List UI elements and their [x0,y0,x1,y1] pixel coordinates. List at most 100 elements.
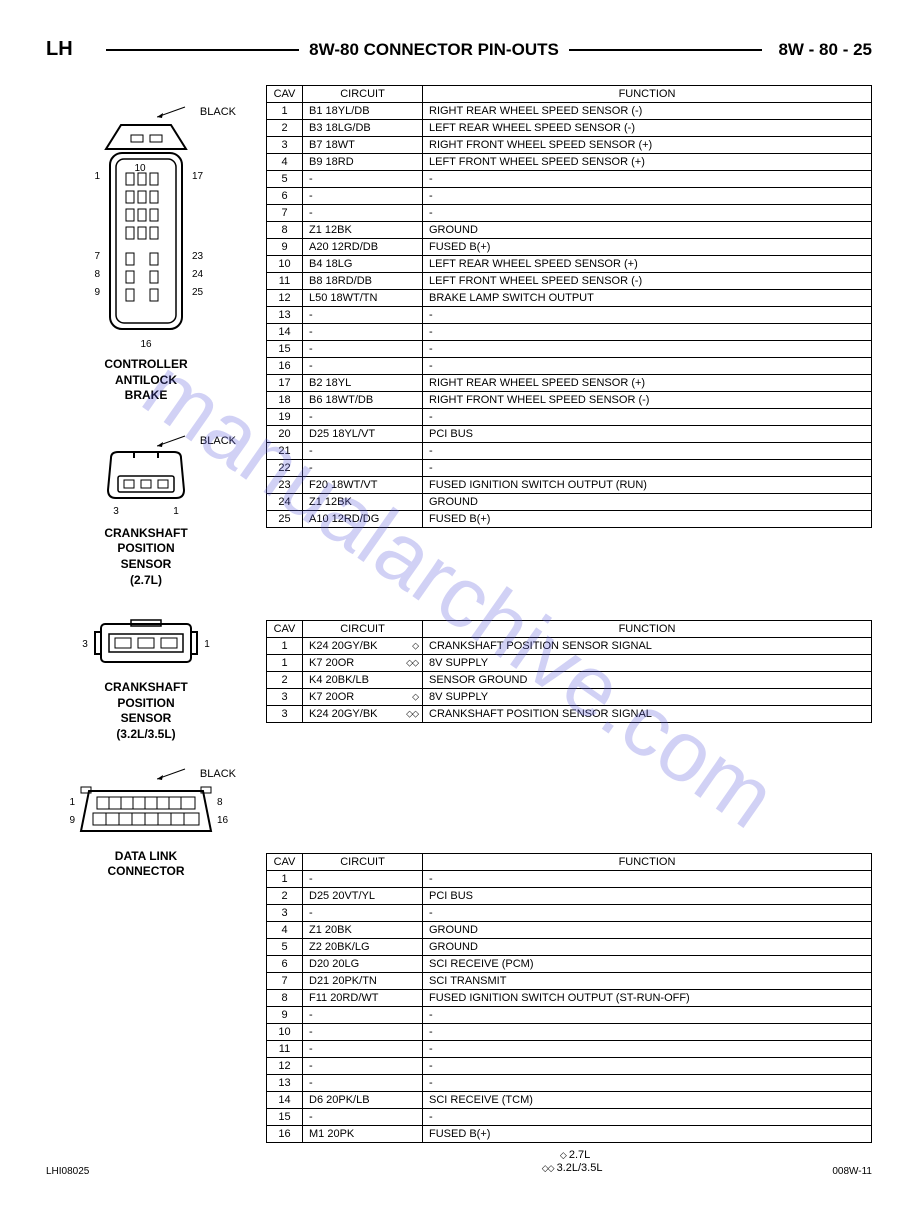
cell-cav: 11 [267,273,303,290]
cell-cav: 25 [267,511,303,528]
cell-circuit: Z1 20BK [303,922,423,939]
table-header-row: CAV CIRCUIT FUNCTION [267,621,872,638]
title-line: (2.7L) [46,573,246,589]
cell-cav: 9 [267,239,303,256]
table-row: 3-- [267,905,872,922]
table-row: 3B7 18WTRIGHT FRONT WHEEL SPEED SENSOR (… [267,137,872,154]
svg-text:25: 25 [192,287,204,298]
header-right: 8W - 80 - 25 [762,40,872,60]
header-rule-right [569,49,762,51]
svg-text:1: 1 [94,171,100,182]
cell-function: FUSED B(+) [423,1126,872,1143]
table-row: 4B9 18RDLEFT FRONT WHEEL SPEED SENSOR (+… [267,154,872,171]
cell-circuit: F20 18WT/VT [303,477,423,494]
footer-left: LHI08025 [46,1166,89,1177]
title-line: SENSOR [46,711,246,727]
table-row: 22-- [267,460,872,477]
cell-function: - [423,1024,872,1041]
cell-circuit: B8 18RD/DB [303,273,423,290]
svg-text:10: 10 [134,163,146,174]
cell-function: SCI RECEIVE (PCM) [423,956,872,973]
cell-function: PCI BUS [423,426,872,443]
connector-crankshaft-27l: BLACK 3 1 CRANKSHAFT POSITION SENSOR [46,434,246,588]
cell-function: GROUND [423,494,872,511]
cell-cav: 2 [267,888,303,905]
page: LH 8W-80 CONNECTOR PIN-OUTS 8W - 80 - 25… [0,0,918,1205]
table-row: 18B6 18WT/DBRIGHT FRONT WHEEL SPEED SENS… [267,392,872,409]
cell-function: SENSOR GROUND [423,672,872,689]
cell-cav: 18 [267,392,303,409]
cell-cav: 14 [267,324,303,341]
cell-circuit: - [303,1075,423,1092]
connector-diagram-icon: 3 1 [86,450,206,520]
cell-cav: 15 [267,1109,303,1126]
pinout-table-2: CAV CIRCUIT FUNCTION 1K24 20GY/BK◇CRANKS… [266,620,872,723]
cell-function: CRANKSHAFT POSITION SENSOR SIGNAL [423,638,872,655]
cell-function: - [423,1075,872,1092]
cell-cav: 12 [267,290,303,307]
table-row: 20D25 18YL/VTPCI BUS [267,426,872,443]
cell-function: - [423,358,872,375]
table-row: 8F11 20RD/WTFUSED IGNITION SWITCH OUTPUT… [267,990,872,1007]
cell-function: PCI BUS [423,888,872,905]
cell-circuit: - [303,341,423,358]
table-row: 14-- [267,324,872,341]
cell-cav: 20 [267,426,303,443]
cell-circuit: B9 18RD [303,154,423,171]
color-text: BLACK [200,106,236,118]
cell-circuit: Z1 12BK [303,494,423,511]
svg-text:8: 8 [217,797,223,808]
table-row: 12L50 18WT/TNBRAKE LAMP SWITCH OUTPUT [267,290,872,307]
cell-function: RIGHT FRONT WHEEL SPEED SENSOR (+) [423,137,872,154]
table-row: 15-- [267,1109,872,1126]
col-function: FUNCTION [423,621,872,638]
cell-cav: 19 [267,409,303,426]
cell-cav: 1 [267,638,303,655]
cell-function: FUSED B(+) [423,239,872,256]
cell-function: LEFT REAR WHEEL SPEED SENSOR (-) [423,120,872,137]
cell-circuit: - [303,205,423,222]
svg-text:24: 24 [192,269,204,280]
title-line: CONNECTOR [46,864,246,880]
cell-circuit: B7 18WT [303,137,423,154]
cell-cav: 16 [267,358,303,375]
table-row: 16M1 20PKFUSED B(+) [267,1126,872,1143]
cell-function: - [423,443,872,460]
title-line: SENSOR [46,557,246,573]
cell-function: - [423,905,872,922]
svg-text:7: 7 [94,251,100,262]
cell-function: GROUND [423,222,872,239]
table-row: 1B1 18YL/DBRIGHT REAR WHEEL SPEED SENSOR… [267,103,872,120]
col-cav: CAV [267,854,303,871]
pinout-table-3: CAV CIRCUIT FUNCTION 1--2D25 20VT/YLPCI … [266,853,872,1143]
connector-title: CRANKSHAFT POSITION SENSOR (2.7L) [46,526,246,588]
color-text: BLACK [200,435,236,447]
cell-circuit: - [303,443,423,460]
title-line: DATA LINK [46,849,246,865]
title-line: CRANKSHAFT [46,680,246,696]
table-row: 6-- [267,188,872,205]
cell-function: 8V SUPPLY [423,689,872,706]
cell-circuit: A20 12RD/DB [303,239,423,256]
cell-function: - [423,341,872,358]
cell-cav: 2 [267,672,303,689]
cell-circuit: K24 20GY/BK◇ [303,638,423,655]
cell-cav: 21 [267,443,303,460]
cell-cav: 6 [267,956,303,973]
cell-circuit: - [303,409,423,426]
cell-cav: 8 [267,222,303,239]
cell-circuit: - [303,1041,423,1058]
cell-function: FUSED IGNITION SWITCH OUTPUT (RUN) [423,477,872,494]
cell-circuit: D25 18YL/VT [303,426,423,443]
table-row: 15-- [267,341,872,358]
pinout-table-1: CAV CIRCUIT FUNCTION 1B1 18YL/DBRIGHT RE… [266,85,872,528]
table-row: 3K7 20OR◇8V SUPPLY [267,689,872,706]
cell-cav: 3 [267,905,303,922]
header-middle: 8W-80 CONNECTOR PIN-OUTS [106,40,762,60]
cell-cav: 22 [267,460,303,477]
svg-text:9: 9 [69,815,75,826]
table-row: 2K4 20BK/LBSENSOR GROUND [267,672,872,689]
title-line: BRAKE [46,388,246,404]
cell-circuit: Z2 20BK/LG [303,939,423,956]
svg-text:1: 1 [69,797,75,808]
